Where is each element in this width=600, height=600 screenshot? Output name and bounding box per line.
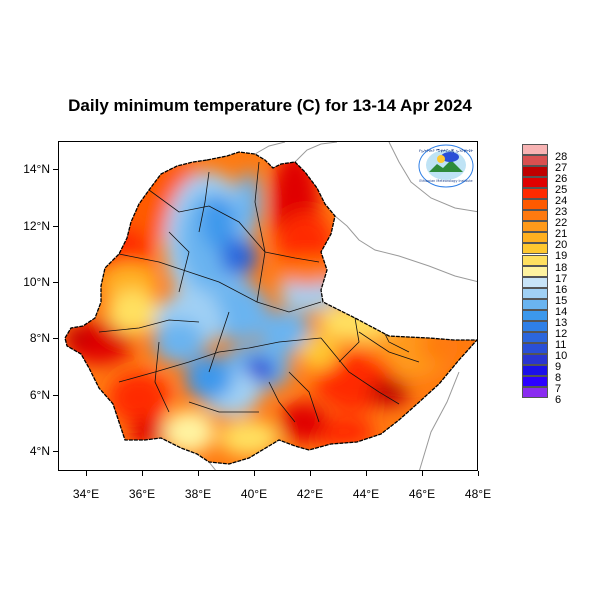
y-tick-label: 8°N <box>29 331 50 345</box>
colorbar-swatch <box>522 287 548 299</box>
y-tick-label: 6°N <box>29 388 50 402</box>
colorbar-swatch <box>522 155 548 167</box>
colorbar-label: 15 <box>555 294 568 307</box>
colorbar-label: 7 <box>555 383 562 396</box>
colorbar-swatch <box>522 387 548 399</box>
colorbar-label: 23 <box>555 206 568 219</box>
colorbar-label: 9 <box>555 360 562 373</box>
colorbar-swatch <box>522 232 548 244</box>
colorbar-label: 6 <box>555 394 562 407</box>
x-tick-label: 36°E <box>128 487 156 501</box>
colorbar-label: 28 <box>555 151 568 163</box>
country-outline <box>64 151 477 465</box>
neighbor-coastlines <box>208 142 477 470</box>
y-tick-mark <box>53 451 58 452</box>
colorbar-swatch <box>522 353 548 365</box>
y-tick-label: 10°N <box>23 275 50 289</box>
y-tick-label: 4°N <box>29 444 50 458</box>
x-tick-label: 44°E <box>352 487 380 501</box>
y-tick-label: 14°N <box>23 162 50 176</box>
colorbar-label: 27 <box>555 162 568 175</box>
colorbar-label: 25 <box>555 184 568 197</box>
colorbar-label: 8 <box>555 372 562 384</box>
x-tick-label: 40°E <box>240 487 268 501</box>
x-tick-mark <box>366 471 367 476</box>
colorbar-label: 22 <box>555 217 568 230</box>
colorbar-swatch <box>522 342 548 354</box>
colorbar-label: 26 <box>555 173 568 186</box>
x-tick-mark <box>142 471 143 476</box>
logo-text-top: የኢትዮጵያ ሚቲዎሮሎጂ ኢንስቲትዩት <box>419 148 474 153</box>
colorbar-swatch <box>522 376 548 388</box>
colorbar-label: 17 <box>555 272 568 285</box>
colorbar-swatch <box>522 177 548 189</box>
colorbar-swatch <box>522 276 548 288</box>
colorbar-swatch <box>522 309 548 321</box>
colorbar-swatch <box>522 144 548 155</box>
y-tick-mark <box>53 395 58 396</box>
colorbar-swatch <box>522 166 548 178</box>
x-tick-label: 48°E <box>464 487 492 501</box>
colorbar-label: 13 <box>555 316 568 329</box>
y-tick-mark <box>53 282 58 283</box>
colorbar-swatch <box>522 243 548 255</box>
colorbar-label: 20 <box>555 239 568 252</box>
x-tick-mark <box>86 471 87 476</box>
colorbar-label: 12 <box>555 327 568 340</box>
colorbar-label: 10 <box>555 349 568 362</box>
x-tick-mark <box>254 471 255 476</box>
colorbar-swatch <box>522 365 548 376</box>
colorbar-label: 24 <box>555 195 568 208</box>
x-tick-mark <box>422 471 423 476</box>
map-plot-area <box>58 141 478 471</box>
x-tick-mark <box>198 471 199 476</box>
x-tick-label: 42°E <box>296 487 324 501</box>
y-tick-mark <box>53 338 58 339</box>
colorbar-swatch <box>522 199 548 211</box>
y-tick-mark <box>53 169 58 170</box>
colorbar-swatch <box>522 188 548 200</box>
admin-boundaries <box>98 161 420 423</box>
meteorology-agency-logo-icon: የኢትዮጵያ ሚቲዎሮሎጂ ኢንስቲትዩት Ethiopian Meteorol… <box>418 144 474 188</box>
logo-text-bottom: Ethiopian Meteorology Institute <box>419 179 472 183</box>
map-title: Daily minimum temperature (C) for 13-14 … <box>68 96 472 115</box>
temperature-map <box>64 142 477 470</box>
temperature-field <box>65 152 477 464</box>
y-tick-mark <box>53 226 58 227</box>
colorbar-swatch <box>522 331 548 343</box>
x-tick-mark <box>310 471 311 476</box>
x-tick-label: 46°E <box>408 487 436 501</box>
colorbar-swatch <box>522 320 548 332</box>
y-tick-label: 12°N <box>23 219 50 233</box>
colorbar-swatch <box>522 254 548 266</box>
colorbar-label: 14 <box>555 305 568 318</box>
colorbar-label: 19 <box>555 250 568 263</box>
colorbar-label: 21 <box>555 228 568 241</box>
colorbar-swatch <box>522 210 548 222</box>
colorbar-label: 16 <box>555 283 568 296</box>
colorbar-swatch <box>522 298 548 310</box>
x-tick-label: 38°E <box>184 487 212 501</box>
x-tick-mark <box>478 471 479 476</box>
colorbar-label: 11 <box>555 338 567 351</box>
colorbar-swatch <box>522 221 548 233</box>
colorbar-label: 18 <box>555 261 568 274</box>
colorbar-swatch <box>522 265 548 277</box>
x-tick-label: 34°E <box>72 487 100 501</box>
